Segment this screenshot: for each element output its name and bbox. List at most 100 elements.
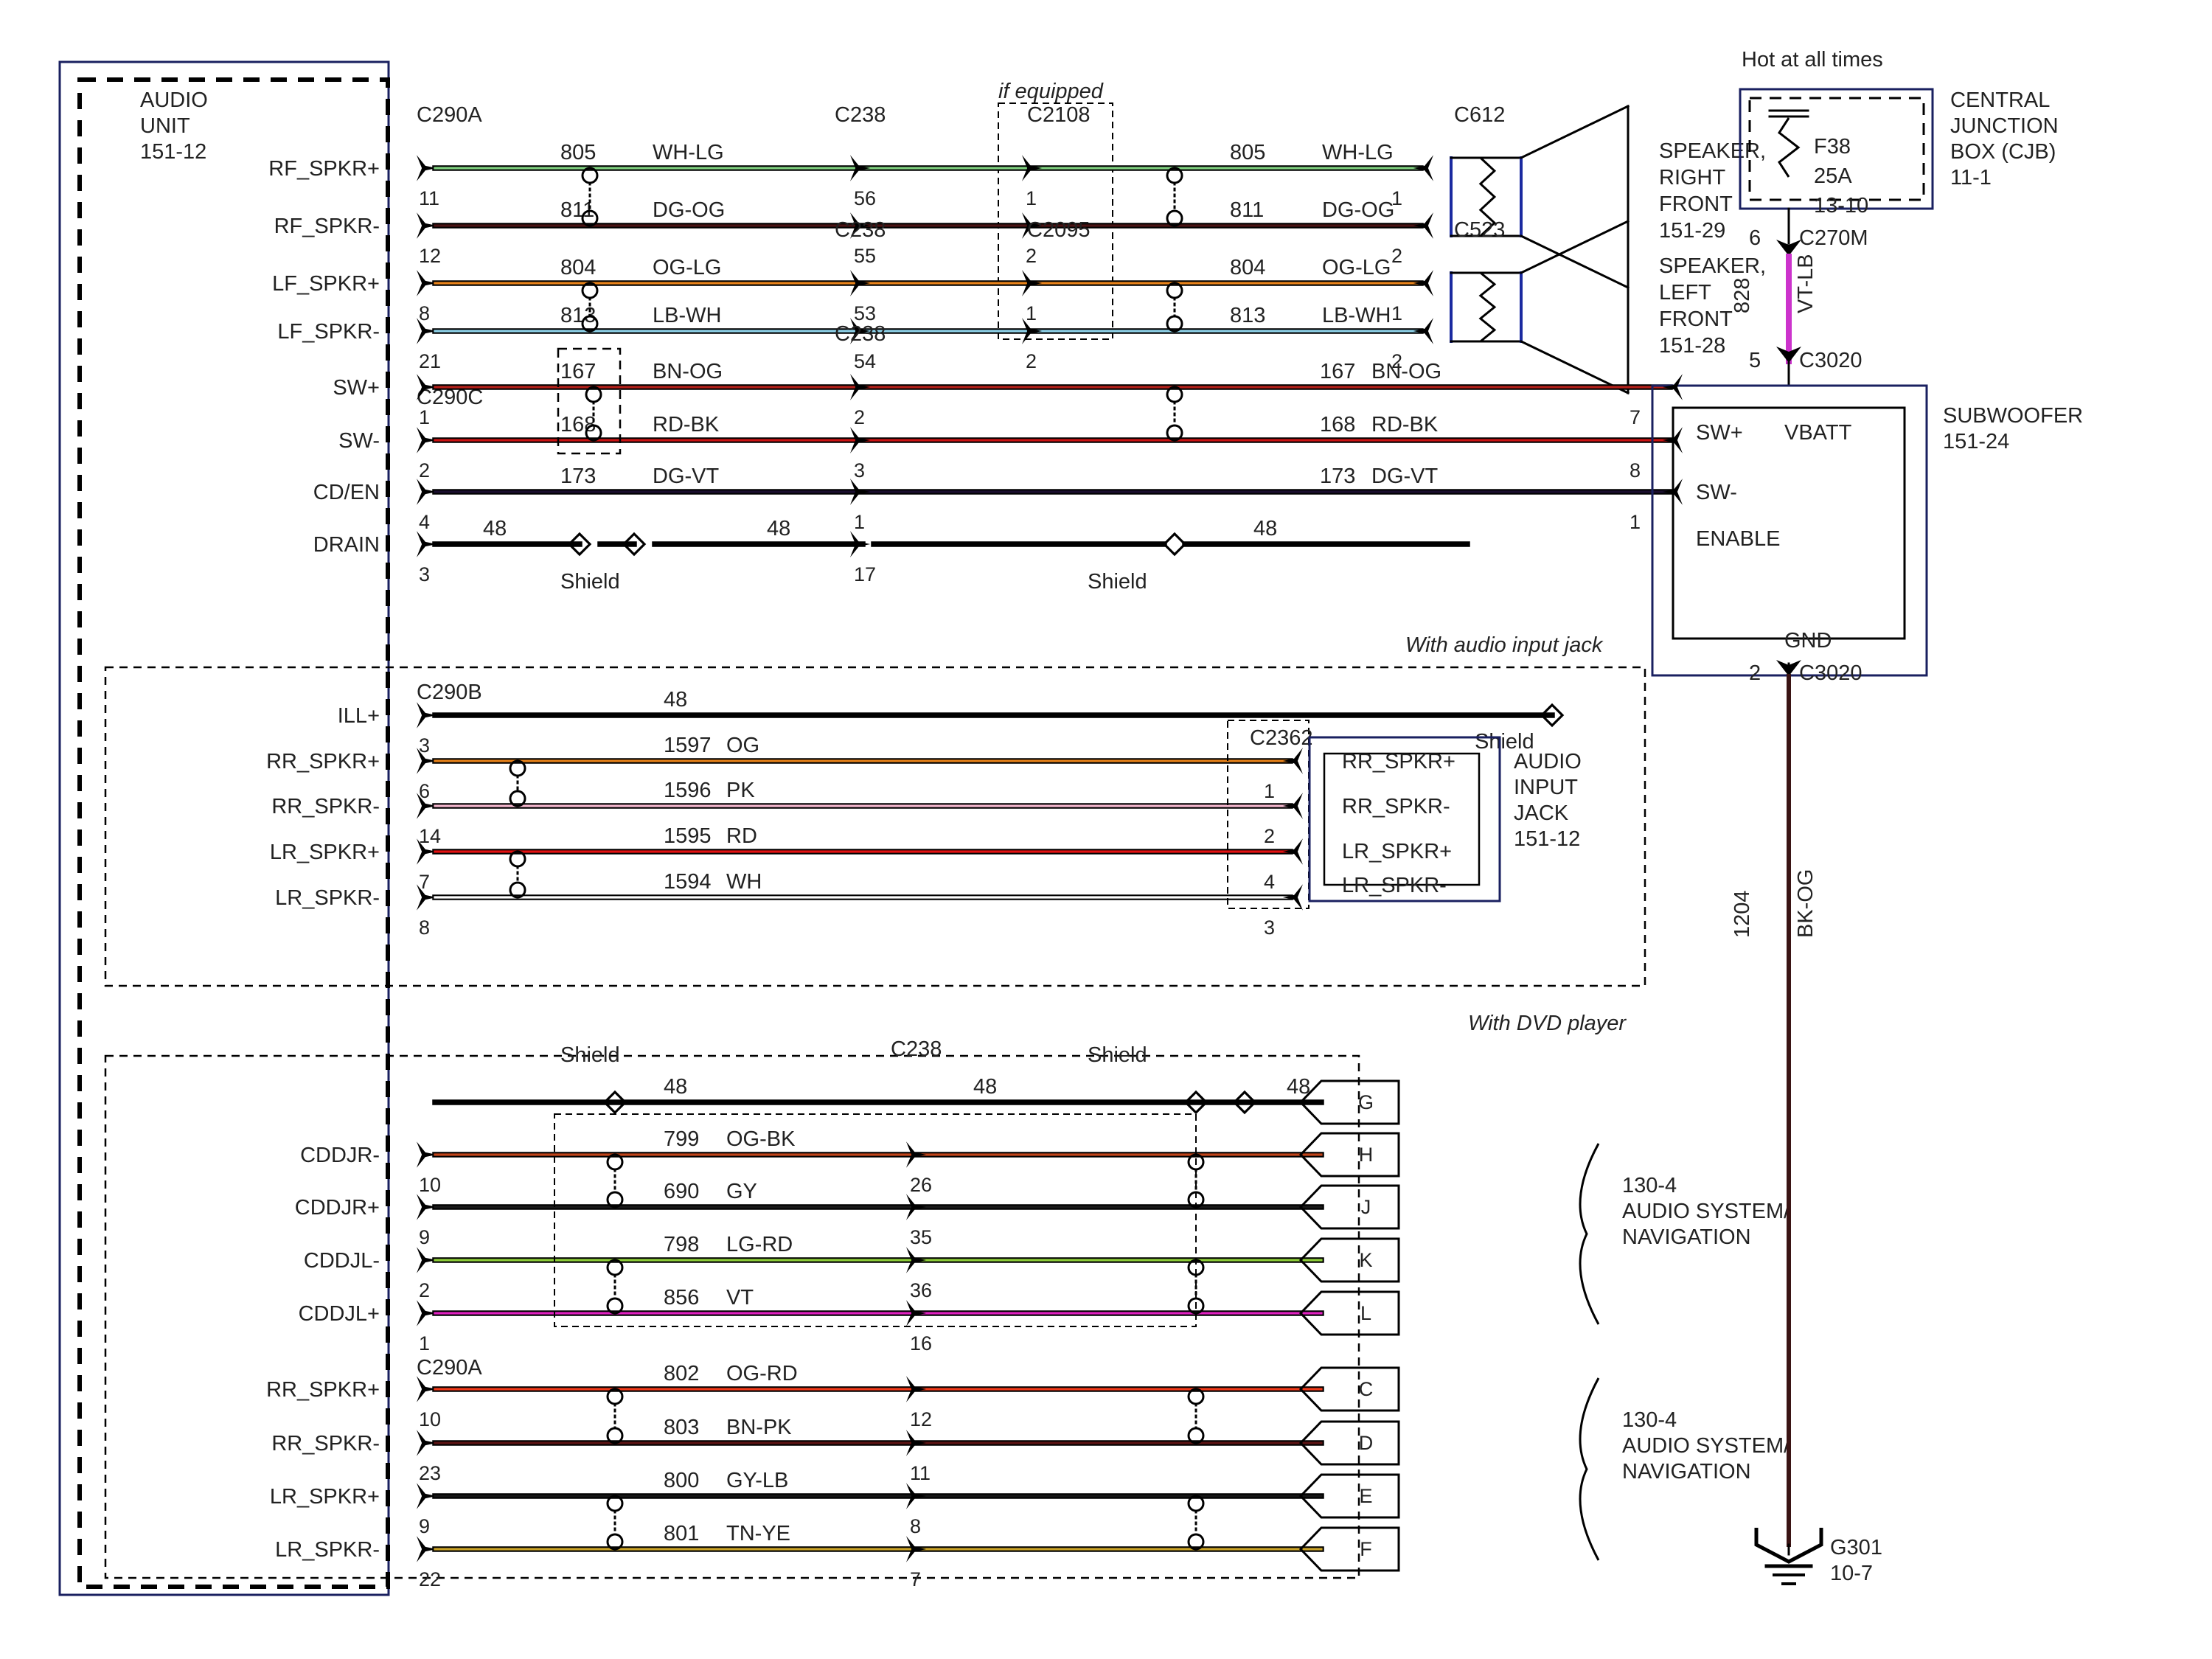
svg-text:INPUT: INPUT [1514,776,1578,799]
svg-text:4: 4 [1264,871,1275,893]
svg-text:22: 22 [419,1568,441,1590]
svg-text:856: 856 [664,1286,699,1310]
svg-text:DG-OG: DG-OG [1322,198,1394,222]
svg-text:1: 1 [419,1332,430,1354]
svg-text:BOX (CJB): BOX (CJB) [1950,140,2056,164]
svg-text:9: 9 [419,1515,430,1537]
svg-text:OG-BK: OG-BK [726,1127,796,1151]
svg-text:DRAIN: DRAIN [313,533,380,557]
svg-text:RR_SPKR-: RR_SPKR- [1342,795,1450,818]
svg-text:4: 4 [419,511,430,533]
svg-text:1: 1 [854,511,865,533]
svg-text:8: 8 [1630,459,1641,481]
svg-text:AUDIO: AUDIO [1514,750,1582,773]
svg-text:173: 173 [560,465,596,488]
svg-text:C238: C238 [835,103,886,127]
svg-text:L: L [1360,1302,1371,1324]
svg-text:Hot at all times: Hot at all times [1742,48,1883,72]
svg-text:SW-: SW- [1696,481,1737,504]
svg-text:8: 8 [419,917,430,939]
svg-text:JACK: JACK [1514,801,1569,825]
svg-text:RR_SPKR+: RR_SPKR+ [266,750,380,773]
svg-text:NAVIGATION: NAVIGATION [1622,1225,1751,1249]
svg-text:2: 2 [1264,825,1275,847]
svg-text:OG: OG [726,734,759,757]
svg-text:C2362: C2362 [1250,726,1312,750]
svg-text:56: 56 [854,187,876,209]
svg-text:2: 2 [419,1279,430,1301]
svg-text:GY-LB: GY-LB [726,1469,788,1492]
svg-text:RR_SPKR-: RR_SPKR- [271,1432,380,1455]
svg-text:5: 5 [1749,349,1761,372]
svg-text:C3020: C3020 [1799,661,1862,685]
svg-text:AUDIO SYSTEM/: AUDIO SYSTEM/ [1622,1200,1790,1223]
svg-text:VT-LB: VT-LB [1794,254,1818,313]
svg-text:LB-WH: LB-WH [653,304,721,327]
svg-text:LR_SPKR+: LR_SPKR+ [1342,840,1452,863]
svg-text:151-29: 151-29 [1659,219,1725,243]
svg-text:1: 1 [1026,187,1037,209]
svg-text:CDDJL+: CDDJL+ [299,1302,380,1326]
svg-text:DG-OG: DG-OG [653,198,725,222]
svg-text:C290A: C290A [417,1356,482,1380]
svg-text:173: 173 [1320,465,1355,488]
svg-text:Shield: Shield [1088,1043,1147,1067]
svg-text:LF_SPKR+: LF_SPKR+ [272,272,380,296]
svg-text:168: 168 [560,413,596,437]
svg-text:804: 804 [560,256,596,279]
svg-text:Shield: Shield [560,1043,620,1067]
svg-text:11-1: 11-1 [1950,166,1992,189]
svg-text:130-4: 130-4 [1622,1408,1677,1432]
svg-text:OG-LG: OG-LG [653,256,721,279]
svg-text:10: 10 [419,1408,441,1430]
svg-text:6: 6 [1749,226,1761,250]
svg-text:BK-OG: BK-OG [1794,869,1818,938]
svg-text:167: 167 [560,360,596,383]
svg-text:690: 690 [664,1180,699,1203]
svg-text:9: 9 [419,1226,430,1248]
svg-text:BN-OG: BN-OG [653,360,723,383]
svg-text:48: 48 [1253,517,1277,540]
svg-text:LR_SPKR+: LR_SPKR+ [270,1485,380,1509]
svg-text:168: 168 [1320,413,1355,437]
svg-text:RD-BK: RD-BK [1371,413,1439,437]
svg-text:23: 23 [419,1462,441,1484]
svg-text:26: 26 [910,1174,932,1196]
svg-text:1596: 1596 [664,779,712,802]
svg-text:C612: C612 [1454,103,1505,127]
svg-text:SW+: SW+ [333,376,380,400]
svg-text:F: F [1360,1538,1372,1560]
svg-text:RD-BK: RD-BK [653,413,720,437]
svg-text:LR_SPKR-: LR_SPKR- [275,886,380,910]
svg-text:11: 11 [419,187,439,209]
svg-text:C523: C523 [1454,218,1505,242]
svg-text:ILL+: ILL+ [338,704,380,728]
svg-text:25A: 25A [1814,164,1852,188]
svg-text:With audio input jack: With audio input jack [1405,633,1604,657]
svg-text:151-12: 151-12 [140,140,206,164]
svg-text:RD: RD [726,824,757,848]
svg-text:TN-YE: TN-YE [726,1522,790,1545]
svg-text:UNIT: UNIT [140,114,190,138]
svg-text:1: 1 [1264,780,1275,802]
svg-text:FRONT: FRONT [1659,307,1733,331]
svg-text:800: 800 [664,1469,699,1492]
svg-text:805: 805 [1230,141,1265,164]
svg-text:CENTRAL: CENTRAL [1950,88,2050,112]
svg-text:BN-OG: BN-OG [1371,360,1441,383]
svg-text:3: 3 [854,459,865,481]
svg-text:RR_SPKR+: RR_SPKR+ [1342,750,1455,773]
svg-text:VT: VT [726,1286,754,1310]
svg-text:16: 16 [910,1332,932,1354]
svg-text:1597: 1597 [664,734,712,757]
svg-text:799: 799 [664,1127,699,1151]
svg-text:LEFT: LEFT [1659,281,1711,305]
svg-text:13-10: 13-10 [1814,194,1868,218]
svg-text:LG-RD: LG-RD [726,1233,793,1256]
svg-text:12: 12 [419,245,441,267]
svg-text:1594: 1594 [664,870,712,894]
svg-text:E: E [1359,1485,1372,1507]
svg-text:151-28: 151-28 [1659,334,1725,358]
svg-text:1204: 1204 [1731,890,1754,938]
svg-text:Shield: Shield [560,570,620,594]
